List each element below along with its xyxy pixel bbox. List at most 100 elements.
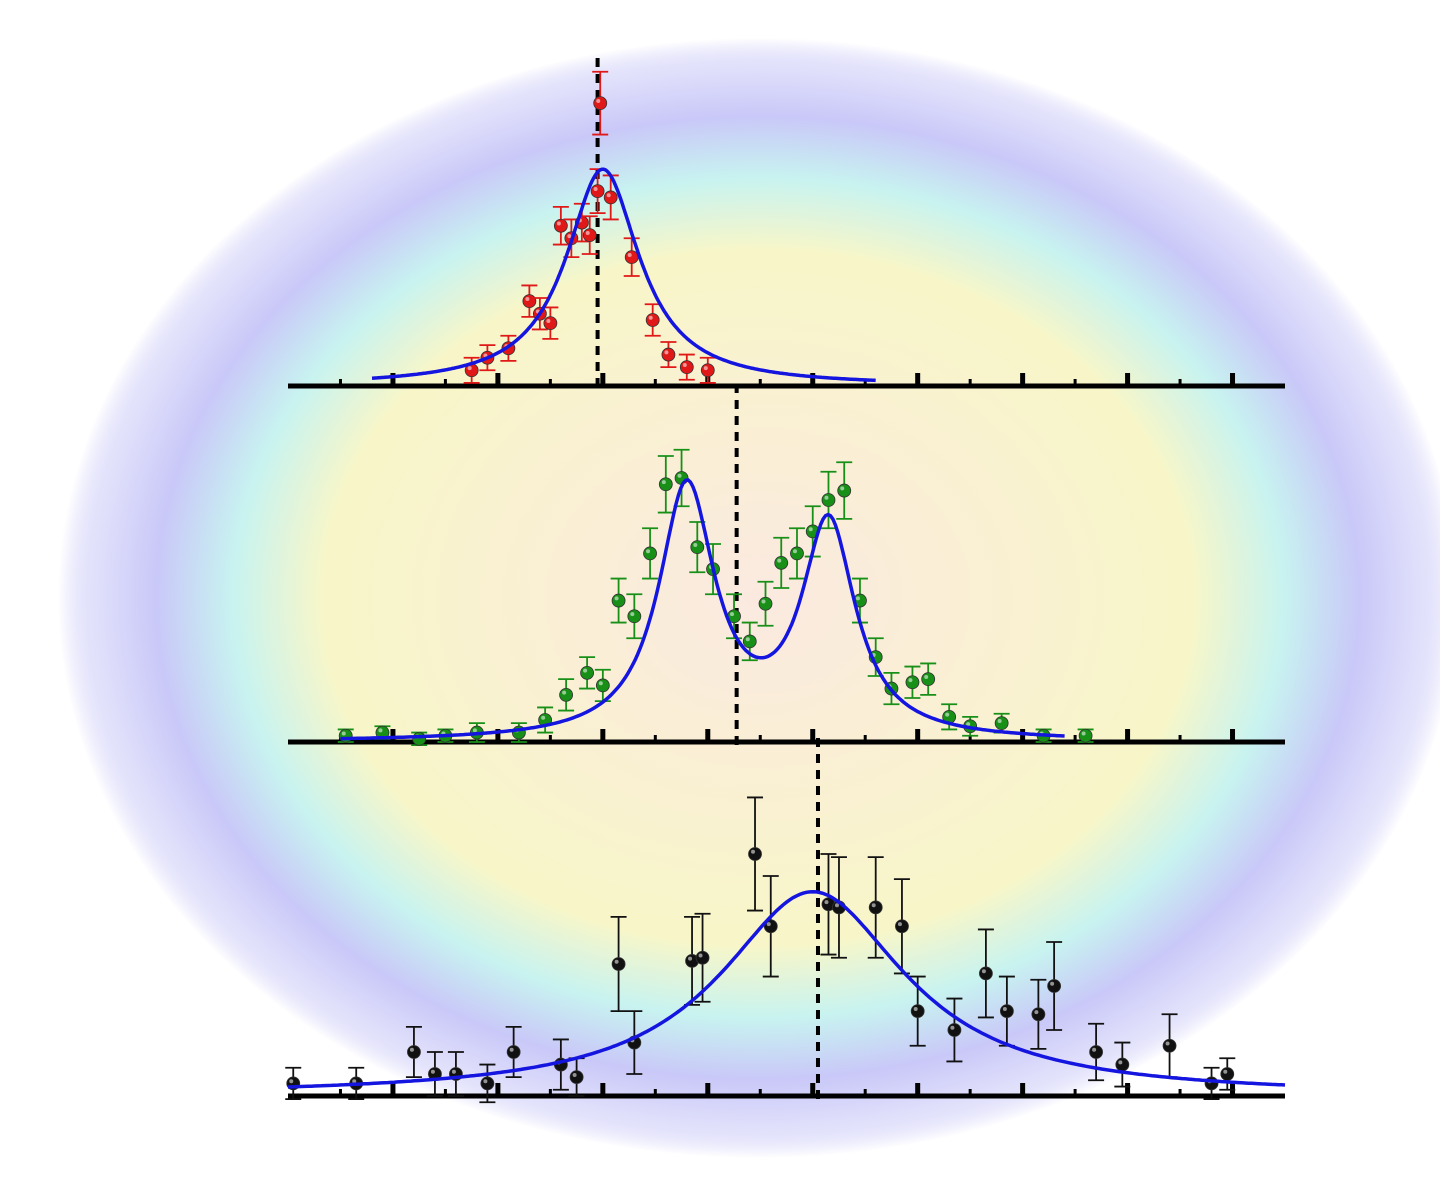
marker-highlight (1050, 981, 1055, 986)
marker (580, 665, 594, 680)
marker (695, 950, 710, 965)
marker-highlight (703, 366, 708, 371)
data-point (747, 796, 764, 912)
data-point (909, 975, 926, 1047)
marker-highlight (583, 668, 588, 673)
marker (821, 493, 836, 507)
data-point (762, 875, 779, 978)
marker-highlight (664, 350, 669, 355)
marker (999, 1004, 1014, 1019)
marker (895, 919, 909, 934)
marker-highlight (430, 1069, 435, 1074)
panel-top-fit-curve (371, 167, 876, 383)
marker-highlight (777, 558, 782, 563)
marker (506, 1045, 521, 1059)
marker-highlight (824, 900, 829, 905)
data-point (977, 928, 994, 1019)
data-point (558, 678, 575, 712)
marker-highlight (289, 1079, 294, 1084)
marker-highlight (627, 252, 632, 257)
panel-bottom (285, 738, 1286, 1104)
marker (624, 250, 639, 265)
marker-highlight (1165, 1041, 1170, 1046)
marker-highlight (913, 1006, 918, 1011)
marker-highlight (1092, 1047, 1097, 1052)
data-point (993, 712, 1010, 734)
data-point (867, 856, 884, 959)
data-point (644, 303, 661, 337)
marker-highlight (541, 715, 546, 720)
data-point (836, 461, 853, 520)
marker (758, 596, 773, 611)
data-point (904, 665, 921, 699)
marker (407, 1045, 421, 1059)
marker (947, 1023, 962, 1037)
marker-highlight (950, 1025, 955, 1030)
marker (868, 900, 883, 915)
data-point (537, 706, 554, 734)
marker-highlight (698, 953, 703, 958)
marker-highlight (966, 722, 971, 727)
data-point (1161, 1013, 1178, 1079)
marker-highlight (1118, 1060, 1123, 1065)
marker (522, 294, 537, 309)
marker-highlight (981, 969, 986, 974)
marker (748, 847, 762, 861)
marker-highlight (834, 903, 839, 908)
data-point (660, 341, 677, 369)
data-point (694, 912, 711, 1003)
marker (790, 546, 804, 561)
marker-highlight (871, 903, 876, 908)
marker-highlight (997, 718, 1002, 723)
marker (690, 540, 705, 555)
marker-highlight (745, 637, 750, 642)
marker (1115, 1057, 1130, 1072)
marker-highlight (598, 681, 603, 686)
data-point (626, 1010, 643, 1075)
data-point (581, 215, 598, 255)
marker-highlight (606, 193, 611, 198)
marker-highlight (1002, 1006, 1007, 1011)
marker-highlight (593, 186, 598, 191)
marker-highlight (661, 480, 666, 485)
marker-highlight (945, 712, 950, 717)
data-point (505, 1025, 522, 1079)
marker-highlight (761, 599, 766, 604)
marker (590, 184, 605, 199)
data-point (463, 356, 480, 384)
marker (837, 483, 852, 498)
data-point (405, 1025, 422, 1079)
marker-highlight (378, 728, 383, 733)
data-point (623, 237, 640, 277)
marker (774, 555, 789, 570)
marker-highlight (546, 318, 551, 323)
marker-highlight (614, 959, 619, 964)
marker-highlight (585, 230, 590, 235)
data-point (820, 470, 837, 530)
data-point (1046, 941, 1063, 1031)
marker-highlight (509, 1047, 514, 1052)
data-point (699, 356, 716, 384)
data-point (1219, 1057, 1236, 1091)
marker-highlight (688, 956, 693, 961)
marker-highlight (924, 674, 929, 679)
marker-highlight (766, 922, 771, 927)
marker-highlight (693, 542, 698, 547)
marker-highlight (614, 596, 619, 601)
data-point (610, 577, 627, 624)
marker-highlight (1223, 1069, 1228, 1074)
data-point (941, 703, 958, 731)
marker (979, 966, 993, 981)
data-point (788, 527, 805, 580)
marker-highlight (897, 922, 902, 927)
marker-highlight (646, 549, 651, 554)
marker-highlight (792, 549, 797, 554)
data-point (657, 455, 674, 514)
data-point (579, 656, 596, 690)
data-point (893, 878, 910, 975)
marker (661, 347, 676, 362)
marker (582, 228, 597, 243)
marker (543, 316, 558, 331)
